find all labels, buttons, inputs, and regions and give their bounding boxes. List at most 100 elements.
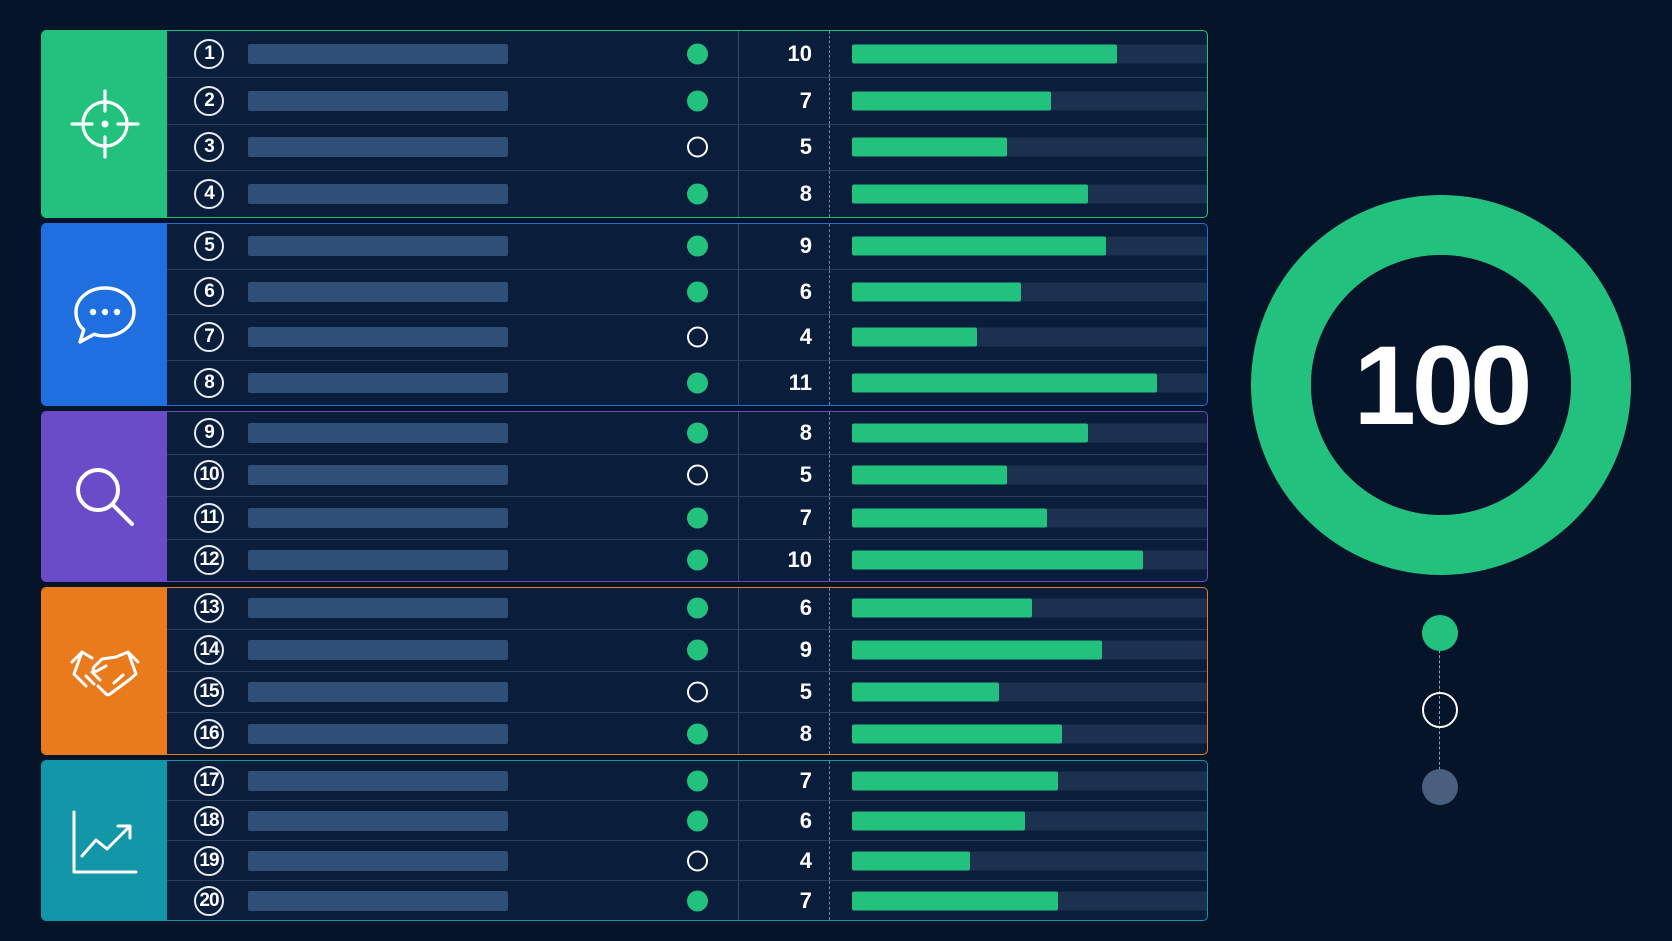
status-dot-filled[interactable] [687, 281, 708, 303]
progress-steps [1420, 615, 1460, 805]
row-number-badge: 15 [194, 676, 224, 707]
label-placeholder-bar [248, 372, 508, 393]
step-pending[interactable] [1422, 769, 1458, 805]
score-bar-fill [852, 91, 1051, 111]
column-divider [738, 841, 739, 880]
status-dot-filled[interactable] [687, 43, 708, 65]
status-dot-filled[interactable] [687, 770, 708, 791]
table-row[interactable]: 12 10 [167, 538, 1207, 581]
group-rows: 17 7 18 6 19 4 20 7 [167, 761, 1207, 920]
table-row[interactable]: 17 7 [167, 761, 1207, 800]
table-row[interactable]: 16 8 [167, 712, 1207, 754]
group-rows: 5 9 6 6 7 4 8 11 [167, 224, 1207, 405]
label-placeholder-bar [248, 640, 508, 661]
label-placeholder-bar [248, 422, 508, 443]
status-dot-filled[interactable] [687, 235, 708, 257]
score-value: 7 [799, 887, 812, 913]
status-dot-filled[interactable] [687, 422, 708, 444]
score-bar-fill [852, 891, 1059, 910]
score-bar-track [852, 327, 1207, 347]
growth-chart-icon [42, 761, 167, 920]
column-divider-dashed [829, 539, 830, 581]
row-number-badge: 8 [194, 367, 224, 398]
score-bar-fill [852, 373, 1158, 393]
row-number-badge: 3 [194, 132, 224, 163]
step-current[interactable] [1422, 692, 1458, 728]
status-dot-filled[interactable] [687, 507, 708, 529]
table-row[interactable]: 19 4 [167, 840, 1207, 880]
row-number-badge: 17 [194, 765, 224, 796]
table-row[interactable]: 8 11 [167, 359, 1207, 405]
table-row[interactable]: 11 7 [167, 496, 1207, 539]
category-group-5: 17 7 18 6 19 4 20 7 [41, 760, 1208, 921]
score-bar-track [852, 811, 1207, 830]
row-number-badge: 5 [194, 231, 224, 262]
status-dot-empty[interactable] [687, 326, 708, 348]
label-placeholder-bar [248, 90, 508, 111]
column-divider-dashed [829, 881, 830, 920]
status-dot-empty[interactable] [687, 850, 708, 871]
status-dot-filled[interactable] [687, 549, 708, 571]
row-number-badge: 14 [194, 635, 224, 666]
table-row[interactable]: 15 5 [167, 670, 1207, 713]
column-divider [738, 588, 739, 629]
score-value: 4 [799, 324, 812, 350]
category-group-4: 13 6 14 9 15 5 16 8 [41, 587, 1208, 755]
row-number-badge: 16 [194, 718, 224, 749]
table-row[interactable]: 20 7 [167, 880, 1207, 920]
status-dot-filled[interactable] [687, 810, 708, 831]
total-score-ring: 100 [1251, 195, 1631, 575]
row-number-badge: 10 [194, 460, 224, 491]
status-dot-empty[interactable] [687, 136, 708, 158]
score-bar-fill [852, 550, 1143, 570]
status-dot-filled[interactable] [687, 890, 708, 911]
label-placeholder-bar [248, 890, 508, 911]
category-group-1: 1 10 2 7 3 5 4 8 [41, 30, 1208, 218]
row-number-badge: 18 [194, 805, 224, 836]
table-row[interactable]: 14 9 [167, 628, 1207, 671]
status-dot-empty[interactable] [687, 681, 708, 703]
table-row[interactable]: 1 10 [167, 31, 1207, 77]
score-value: 9 [799, 233, 812, 259]
score-bar-track [852, 640, 1207, 660]
score-value: 5 [799, 462, 812, 488]
score-bar-track [852, 508, 1207, 528]
table-row[interactable]: 18 6 [167, 800, 1207, 840]
label-placeholder-bar [248, 507, 508, 528]
step-complete[interactable] [1422, 615, 1458, 651]
column-divider-dashed [829, 315, 830, 360]
status-dot-filled[interactable] [687, 639, 708, 661]
column-divider-dashed [829, 269, 830, 314]
column-divider [738, 761, 739, 800]
table-row[interactable]: 10 5 [167, 453, 1207, 496]
status-dot-filled[interactable] [687, 597, 708, 619]
status-dot-filled[interactable] [687, 90, 708, 112]
column-divider-dashed [829, 629, 830, 671]
status-dot-filled[interactable] [687, 723, 708, 745]
status-dot-filled[interactable] [687, 372, 708, 394]
status-dot-filled[interactable] [687, 183, 708, 205]
table-row[interactable]: 13 6 [167, 588, 1207, 629]
score-value: 5 [799, 678, 812, 704]
score-value: 6 [799, 278, 812, 304]
status-dot-empty[interactable] [687, 464, 708, 486]
column-divider [738, 315, 739, 360]
label-placeholder-bar [248, 465, 508, 486]
row-number-badge: 11 [194, 502, 224, 533]
column-divider [738, 224, 739, 269]
score-bar-track [852, 465, 1207, 485]
column-divider-dashed [829, 671, 830, 713]
label-placeholder-bar [248, 137, 508, 158]
column-divider [738, 801, 739, 840]
score-value: 4 [799, 847, 812, 873]
score-bar-track [852, 373, 1207, 393]
row-number-badge: 19 [194, 845, 224, 876]
score-bar-track [852, 423, 1207, 443]
